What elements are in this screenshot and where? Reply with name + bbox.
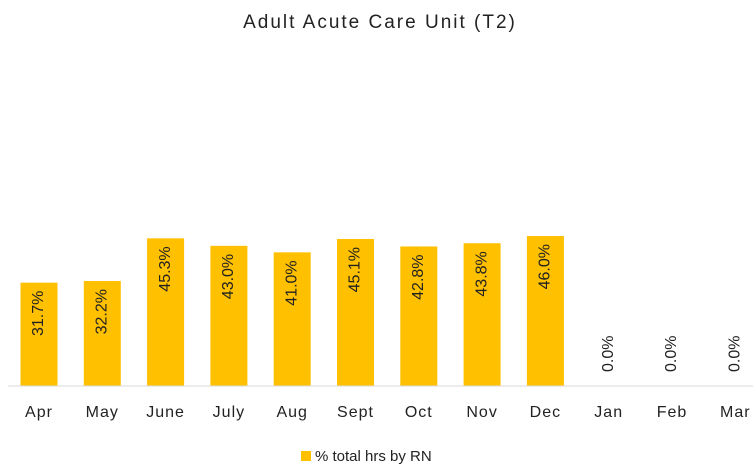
data-label: 0.0%: [663, 336, 680, 372]
x-tick-label: Apr: [25, 404, 53, 421]
data-label: 32.2%: [94, 289, 111, 334]
x-tick-label: Aug: [276, 404, 307, 421]
data-label: 45.1%: [347, 247, 364, 292]
bar: [147, 238, 185, 386]
bar: [83, 281, 121, 386]
bar: [273, 252, 311, 386]
data-label: 42.8%: [410, 254, 427, 299]
data-label: 31.7%: [30, 291, 47, 336]
data-label: 46.0%: [537, 244, 554, 289]
bar: [20, 282, 58, 386]
chart-title: Adult Acute Care Unit (T2): [243, 12, 517, 33]
x-tick-label: Sept: [337, 404, 374, 421]
data-label: 0.0%: [600, 336, 617, 372]
data-label: 41.0%: [283, 260, 300, 305]
data-label: 43.8%: [473, 251, 490, 296]
legend-swatch: [301, 451, 311, 461]
bar: [526, 236, 564, 386]
x-tick-label: Feb: [657, 404, 688, 421]
x-tick-label: June: [146, 404, 185, 421]
x-tick-label: Mar: [720, 404, 751, 421]
x-tick-label: May: [86, 404, 119, 421]
bar: [463, 243, 501, 386]
bar: [210, 245, 248, 386]
bar: [337, 238, 374, 386]
x-tick-label: July: [213, 404, 245, 421]
x-tick-label: Dec: [530, 404, 561, 421]
x-tick-label: Jan: [594, 404, 623, 421]
x-tick-label: Nov: [466, 404, 497, 421]
x-tick-label: Oct: [405, 404, 433, 421]
legend-label: % total hrs by RN: [315, 448, 432, 465]
data-label: 45.3%: [157, 246, 174, 291]
data-label: 0.0%: [727, 336, 744, 372]
bar: [400, 246, 438, 386]
data-label: 43.0%: [220, 254, 237, 299]
